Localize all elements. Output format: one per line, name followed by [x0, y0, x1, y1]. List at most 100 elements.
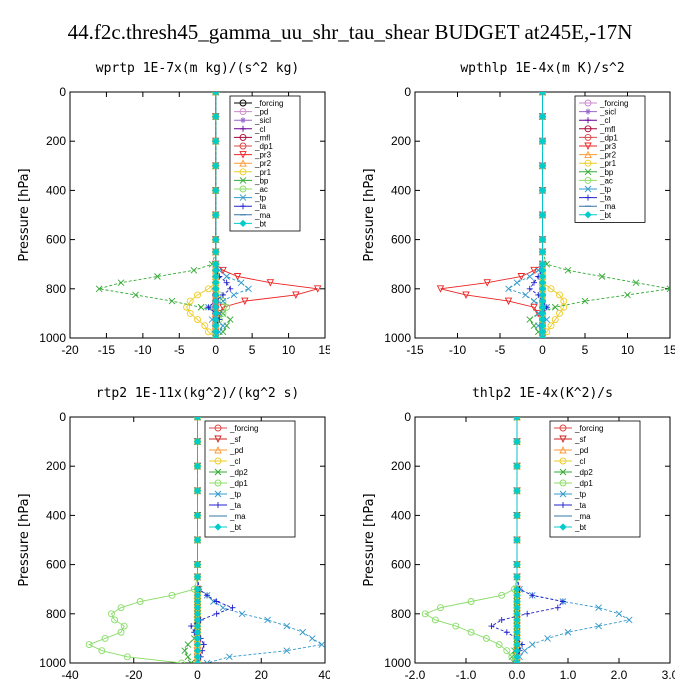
data-point-dp2: [187, 659, 195, 663]
data-point-tp: [223, 273, 230, 280]
plot-area: [421, 417, 633, 663]
legend-label: _sicl: [254, 116, 271, 125]
data-point-ta: [220, 291, 226, 298]
data-point-bt: [212, 112, 220, 121]
data-point-tp: [595, 622, 602, 630]
data-point-bt: [193, 417, 202, 421]
legend-label: _pd: [574, 446, 588, 455]
legend-marker-cl: [214, 457, 222, 465]
x-tick-label: -5: [495, 343, 506, 357]
chart-title: wpthlp 1E-4x(m K)/s^2: [460, 61, 624, 76]
data-point-tp: [264, 616, 271, 624]
x-tick-label: 20: [255, 668, 269, 682]
data-point-bt: [538, 137, 547, 145]
y-tick-label: 600: [391, 233, 411, 247]
data-point-tp: [203, 659, 211, 663]
legend-label: _pd: [229, 446, 243, 455]
data-point-ac: [219, 297, 227, 305]
data-point-tp: [212, 92, 220, 96]
legend-label: _pr2: [254, 159, 272, 168]
legend: _forcing_sicl_cl_mfl_dp1_pr3_pr2_pr1_bp_…: [574, 95, 646, 223]
data-point-tp: [615, 610, 623, 618]
x-tick-label: -5: [174, 343, 185, 357]
data-point-tp: [543, 316, 551, 323]
x-tick-label: 3.0: [662, 668, 675, 682]
data-point-bt: [212, 137, 220, 145]
y-tick-label: 800: [391, 607, 411, 621]
x-tick-label: 0: [539, 343, 546, 357]
y-tick-label: 0: [59, 85, 66, 99]
plot-area: [436, 92, 670, 338]
series-line-pr3: [440, 92, 543, 338]
legend-label: _bp: [599, 168, 614, 177]
legend-box: [204, 420, 296, 538]
series-ta: [205, 92, 234, 338]
data-point-bt: [538, 112, 547, 121]
data-point-tp: [595, 604, 602, 611]
legend-label: _pr2: [599, 151, 617, 160]
x-tick-label: 5: [249, 343, 256, 357]
data-point-bt: [538, 186, 547, 195]
legend-label: _mfl: [254, 133, 270, 142]
data-point-pr1: [551, 316, 559, 323]
data-point-tp: [513, 279, 521, 286]
y-tick-label: 0: [404, 410, 411, 424]
data-point-tp: [534, 267, 542, 274]
plot-frame: [69, 91, 326, 339]
series-line-pr1: [186, 92, 217, 338]
legend-label: _dp1: [229, 479, 248, 488]
data-point-bt: [212, 248, 220, 256]
x-tick-label: -15: [98, 343, 116, 357]
chart-title: wprtp 1E-7x(m kg)/(s^2 kg): [96, 61, 300, 76]
y-axis-label: Pressure [hPa]: [17, 168, 32, 261]
legend-marker-pr1: [239, 168, 247, 176]
chart-svg: wpthlp 1E-4x(m K)/s^202004006008001000-1…: [362, 61, 675, 357]
chart-title: rtp2 1E-11x(kg^2)/(kg^2 s): [96, 386, 300, 401]
data-point-tp: [230, 291, 238, 299]
legend-label: _bt: [254, 219, 267, 228]
x-tick-label: 0: [212, 343, 219, 357]
data-point-tp: [219, 297, 227, 305]
legend-marker-mfl: [239, 133, 247, 141]
data-point-dp1: [495, 641, 503, 648]
series-dp1: [421, 417, 521, 663]
legend-marker-bt: [584, 211, 592, 219]
data-point-bt: [193, 659, 202, 663]
legend: _forcing _sf _pd _cl _dp2 _dp1 _tp _ta _ma _bt: [204, 420, 296, 538]
legend: _forcing_pd_sicl_cl_mfl_dp1_pr3_pr2_pr1_…: [229, 95, 301, 232]
legend-marker-tp: [214, 490, 222, 498]
x-tick-label: -2.0: [405, 668, 426, 682]
legend-label: _forcing: [599, 99, 628, 108]
legend-label: _dp1: [599, 133, 618, 142]
data-point-bp: [632, 279, 640, 286]
data-point-bt: [212, 211, 220, 219]
y-axis-label: Pressure [hPa]: [362, 168, 377, 261]
y-tick-label: 1000: [384, 331, 411, 345]
data-point-pr3: [530, 303, 538, 312]
legend-marker-cl: [240, 125, 246, 132]
plot-area: [95, 92, 322, 338]
legend-marker-dp1: [559, 479, 567, 487]
data-point-dp1: [482, 634, 490, 642]
legend-label: _bt: [599, 211, 612, 220]
legend-label: _ma: [254, 211, 271, 220]
data-point-tp: [530, 297, 538, 305]
data-point-bt: [513, 437, 521, 446]
data-point-dp1: [136, 598, 144, 605]
legend-marker-pd: [239, 108, 247, 116]
series-ta: [526, 92, 550, 338]
x-tick-label: -15: [406, 343, 424, 357]
x-tick-label: -40: [61, 668, 79, 682]
chart-svg: thlp2 1E-4x(K^2)/s 0 200 400 600 800 1000-2.0 -…: [362, 386, 675, 682]
data-point-bt: [193, 462, 202, 470]
data-point-bp: [624, 291, 631, 299]
legend-label: _ma: [229, 512, 246, 521]
data-point-dp1: [431, 616, 439, 624]
data-point-ta: [213, 610, 220, 617]
data-point-pr3: [233, 273, 242, 281]
y-tick-label: 1000: [384, 656, 411, 670]
y-tick-label: 200: [46, 134, 66, 148]
data-point-tp: [237, 279, 245, 286]
y-tick-label: 800: [46, 607, 66, 621]
legend-label: _sicl: [599, 108, 616, 117]
